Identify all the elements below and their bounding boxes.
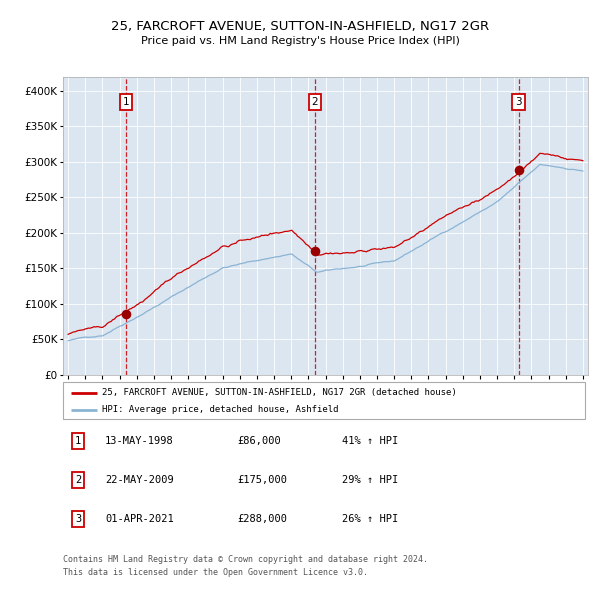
Text: 22-MAY-2009: 22-MAY-2009 xyxy=(105,476,174,485)
Text: £288,000: £288,000 xyxy=(237,514,287,524)
Point xyxy=(121,309,131,319)
Text: 2: 2 xyxy=(75,476,81,485)
Text: 1: 1 xyxy=(75,437,81,446)
Text: 29% ↑ HPI: 29% ↑ HPI xyxy=(342,476,398,485)
Point xyxy=(310,246,320,255)
Text: 41% ↑ HPI: 41% ↑ HPI xyxy=(342,437,398,446)
Text: This data is licensed under the Open Government Licence v3.0.: This data is licensed under the Open Gov… xyxy=(63,568,368,577)
Text: Contains HM Land Registry data © Crown copyright and database right 2024.: Contains HM Land Registry data © Crown c… xyxy=(63,555,428,564)
Text: £86,000: £86,000 xyxy=(237,437,281,446)
Text: £175,000: £175,000 xyxy=(237,476,287,485)
Text: 13-MAY-1998: 13-MAY-1998 xyxy=(105,437,174,446)
Text: 25, FARCROFT AVENUE, SUTTON-IN-ASHFIELD, NG17 2GR: 25, FARCROFT AVENUE, SUTTON-IN-ASHFIELD,… xyxy=(111,20,489,33)
Text: 26% ↑ HPI: 26% ↑ HPI xyxy=(342,514,398,524)
Text: 3: 3 xyxy=(515,97,522,107)
Text: 01-APR-2021: 01-APR-2021 xyxy=(105,514,174,524)
Text: Price paid vs. HM Land Registry's House Price Index (HPI): Price paid vs. HM Land Registry's House … xyxy=(140,37,460,46)
Text: 2: 2 xyxy=(311,97,318,107)
Text: 3: 3 xyxy=(75,514,81,524)
Point xyxy=(514,166,523,175)
Text: 25, FARCROFT AVENUE, SUTTON-IN-ASHFIELD, NG17 2GR (detached house): 25, FARCROFT AVENUE, SUTTON-IN-ASHFIELD,… xyxy=(102,388,457,397)
Text: 1: 1 xyxy=(122,97,129,107)
Text: HPI: Average price, detached house, Ashfield: HPI: Average price, detached house, Ashf… xyxy=(102,405,338,414)
